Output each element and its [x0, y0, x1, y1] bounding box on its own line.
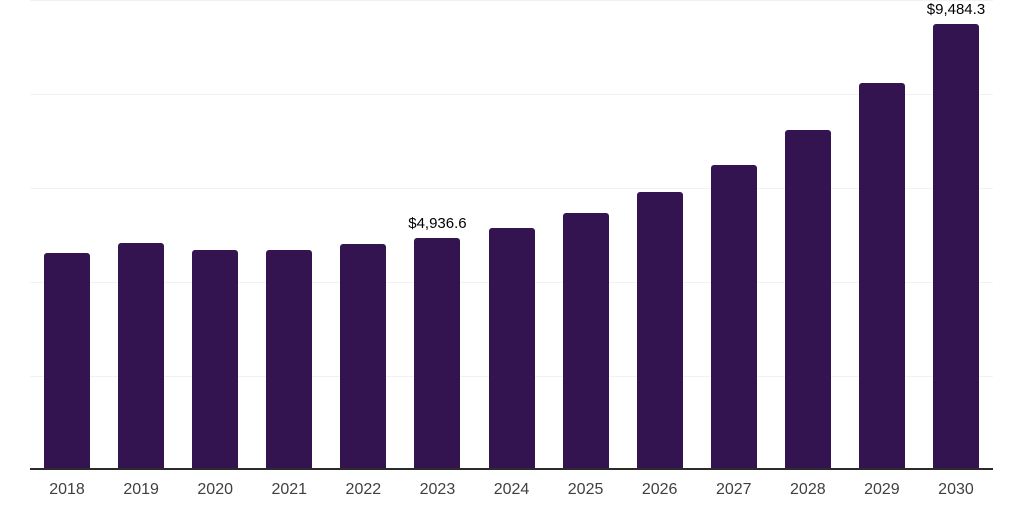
bar [710, 164, 757, 470]
bar-band [771, 0, 845, 470]
bar [340, 243, 387, 470]
x-tick-label: 2020 [197, 481, 233, 498]
x-axis-labels: 2018 2019 2020 2021 2022 2023 2024 2025 2026 2027… [30, 481, 993, 499]
bar-band [549, 0, 623, 470]
bar [636, 191, 683, 470]
bar-band [30, 0, 104, 470]
bar [192, 250, 239, 470]
bar [414, 237, 461, 470]
bar-band: $4,936.6 [400, 0, 474, 470]
x-tick-label: 2028 [790, 481, 826, 498]
x-tick-label: 2029 [864, 481, 900, 498]
bar-band [178, 0, 252, 470]
gridline [30, 0, 993, 1]
gridline [30, 188, 993, 189]
bar [562, 213, 609, 470]
bar-band: $9,484.3 [919, 0, 993, 470]
bar [44, 253, 91, 470]
bar-band [326, 0, 400, 470]
x-tick-label: 2021 [271, 481, 308, 498]
bar [266, 249, 313, 470]
bar-band [474, 0, 548, 470]
x-tick-label: 2030 [938, 481, 974, 498]
bar-band [252, 0, 326, 470]
bar [784, 129, 831, 470]
x-tick-label: 2019 [123, 481, 159, 498]
bar-value-label: $9,484.3 [926, 1, 986, 19]
bar-band [845, 0, 919, 470]
x-tick-label: 2026 [641, 481, 678, 498]
plot-area: $4,936.6 $9,484.3 [30, 0, 993, 470]
bar-band [623, 0, 697, 470]
bar [488, 227, 535, 470]
bar [932, 24, 979, 470]
x-tick-label: 2025 [567, 481, 604, 498]
bar-value-label: $4,936.6 [408, 214, 467, 232]
bar-band [697, 0, 771, 470]
x-axis-line [30, 468, 993, 470]
x-tick-label: 2024 [493, 481, 530, 498]
x-tick-label: 2022 [345, 481, 382, 498]
x-tick-label: 2018 [49, 481, 85, 498]
bar-band [104, 0, 178, 470]
gridline [30, 94, 993, 95]
bar [118, 243, 165, 470]
bar [858, 82, 905, 470]
x-tick-label: 2027 [715, 481, 752, 498]
bars-layer: $4,936.6 $9,484.3 [30, 0, 993, 470]
x-tick-label: 2023 [419, 481, 456, 498]
